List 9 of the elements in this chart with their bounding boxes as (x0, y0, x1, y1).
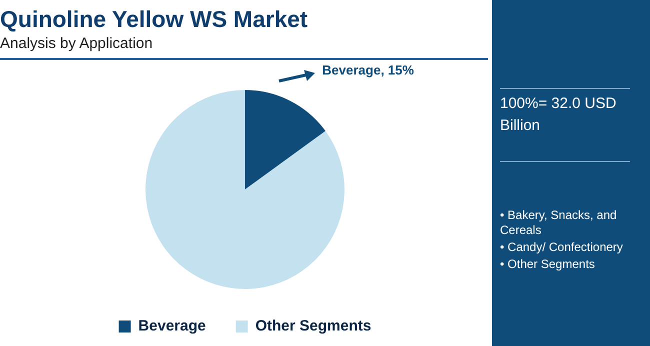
text: • Candy/ Confectionery (500, 240, 624, 255)
chart-title: Quinoline Yellow WS Market (0, 6, 309, 33)
text: • Other Segments (500, 257, 596, 272)
legend-label: Beverage (138, 318, 206, 335)
text: 100%= 32.0 USD Billion (500, 94, 618, 136)
text: • Bakery, Snacks, and Cereals (500, 208, 618, 238)
chart-subtitle: Analysis by Application (0, 35, 154, 52)
data-label: Beverage, 15% (322, 62, 414, 78)
legend-label: Other Segments (255, 318, 372, 335)
